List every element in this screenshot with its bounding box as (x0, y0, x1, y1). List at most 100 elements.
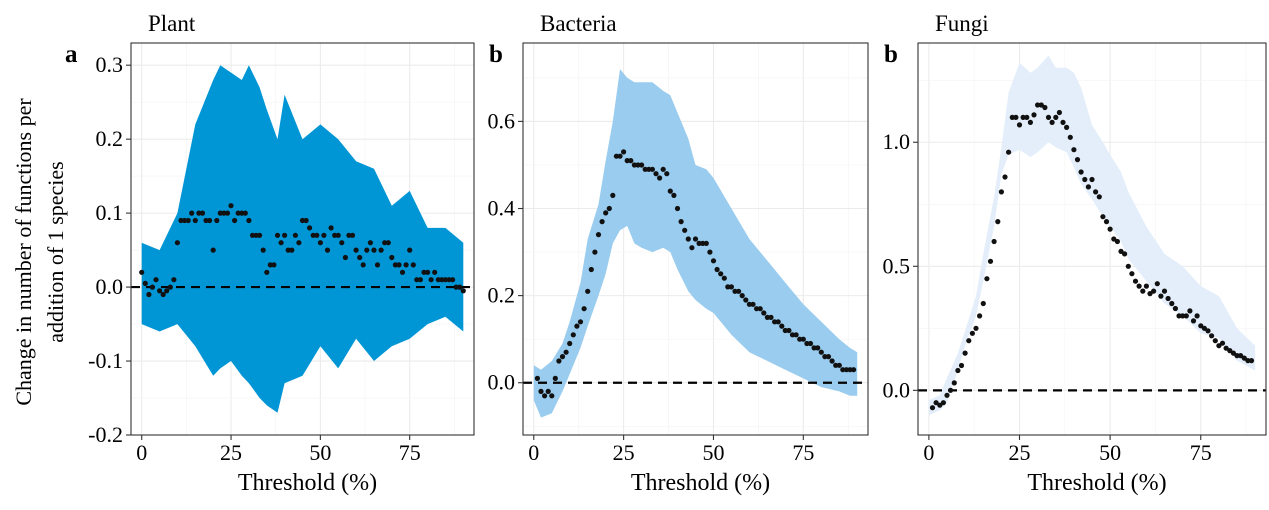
bacteria-data-point (671, 192, 677, 198)
plant-data-point (378, 247, 384, 253)
plant-x-tick-label: 25 (220, 440, 242, 465)
fungi-data-point (933, 400, 939, 406)
plant-data-point (360, 262, 366, 268)
bacteria-data-point (746, 301, 753, 307)
bacteria-data-point (606, 205, 612, 212)
bacteria-data-point (775, 319, 781, 325)
bacteria-data-point (556, 358, 562, 364)
bacteria-data-point (782, 327, 788, 334)
plant-data-point (203, 217, 209, 224)
fungi-y-tick-label: 1.0 (883, 129, 911, 154)
bacteria-y-tick-label: 0.0 (488, 370, 516, 395)
bacteria-data-point (696, 240, 702, 246)
plant-data-point (249, 232, 256, 238)
plant-data-point (232, 217, 238, 224)
plant-data-point (139, 269, 145, 275)
bacteria-data-point (549, 393, 555, 399)
plant-data-point (310, 232, 316, 238)
plant-data-point (450, 277, 456, 283)
bacteria-data-point (829, 358, 835, 364)
plant-data-point (425, 269, 431, 275)
bacteria-data-point (567, 340, 573, 347)
plant-data-point (367, 240, 373, 246)
bacteria-data-point (667, 188, 673, 194)
plant-data-point (346, 232, 352, 238)
bacteria-data-point (653, 171, 659, 177)
bacteria-data-point (563, 349, 569, 355)
plant-data-point (389, 254, 395, 261)
fungi-data-point (951, 380, 957, 386)
plant-data-point (396, 262, 402, 268)
bacteria-data-point (635, 162, 641, 168)
bacteria-data-point (714, 266, 720, 273)
fungi-data-point (1107, 226, 1113, 232)
fungi-data-point (1089, 176, 1095, 183)
fungi-panel-letter: b (884, 41, 898, 68)
bacteria-data-point (743, 297, 749, 303)
bacteria-data-point (847, 367, 853, 373)
plant-data-point (167, 284, 173, 290)
plant-data-point (271, 262, 277, 268)
bacteria-data-point (599, 219, 605, 225)
plant-data-point (214, 217, 220, 224)
plant-data-point (157, 288, 163, 294)
fungi-data-point (1140, 288, 1146, 294)
plant-y-tick-label: 0.1 (96, 200, 124, 225)
bacteria-data-point (574, 323, 580, 329)
plant-data-point (260, 247, 266, 253)
bacteria-data-point (577, 319, 584, 325)
plant-data-point (399, 269, 406, 275)
fungi-data-point (966, 338, 972, 344)
plant-data-point (274, 232, 281, 238)
bacteria-data-point (692, 236, 699, 242)
plant-data-point (174, 240, 180, 246)
fungi-data-point (1132, 278, 1139, 284)
fungi-data-point (1183, 313, 1189, 319)
plant-x-tick-label: 0 (136, 440, 147, 465)
plant-data-point (282, 232, 288, 238)
plant-data-point (182, 217, 188, 224)
fungi-y-tick-label: 0.0 (883, 377, 911, 402)
bacteria-data-point (840, 367, 846, 373)
plant-data-point (235, 210, 241, 216)
bacteria-data-point (538, 388, 544, 394)
fungi-x-tick-label: 75 (1190, 440, 1212, 465)
bacteria-data-point (818, 349, 824, 355)
bacteria-data-point (646, 166, 652, 172)
plant-data-point (299, 217, 306, 224)
fungi-data-point (1176, 313, 1182, 319)
bacteria-data-point (822, 354, 828, 360)
plant-data-point (374, 262, 381, 268)
plant-data-point (353, 247, 359, 253)
bacteria-data-point (815, 345, 821, 351)
bacteria-data-point (603, 210, 609, 216)
y-axis-title-line2: addition of 1 species (43, 161, 68, 342)
fungi-data-point (955, 367, 961, 374)
plant-data-point (432, 269, 438, 275)
bacteria-data-point (624, 158, 630, 164)
fungi-data-point (1049, 119, 1055, 125)
fungi-data-point (1212, 338, 1218, 344)
plant-confidence-band (141, 65, 464, 413)
bacteria-data-point (685, 236, 691, 242)
plant-data-point (178, 217, 184, 224)
bacteria-data-point (707, 249, 713, 255)
fungi-y-tick-label: 0.5 (883, 253, 911, 278)
bacteria-data-point (732, 288, 738, 294)
bacteria-data-point (797, 336, 803, 342)
plant-panel-letter: a (65, 41, 78, 68)
plant-data-point (442, 277, 448, 283)
panel-bacteria: 0 25 50 75 0.0 0.2 0.4 0.6 Bacteria b Threshold… (488, 11, 869, 496)
plant-data-point (257, 232, 263, 238)
bacteria-data-point (664, 171, 670, 177)
fungi-data-point (1238, 353, 1244, 359)
fungi-data-point (1045, 114, 1052, 120)
plant-data-point (307, 225, 313, 231)
plant-data-point (196, 210, 202, 216)
bacteria-data-point (682, 227, 688, 233)
plant-data-point (246, 217, 252, 224)
bacteria-data-point (639, 162, 645, 168)
bacteria-data-point (631, 162, 638, 168)
bacteria-data-point (851, 367, 857, 373)
fungi-data-point (980, 300, 986, 307)
